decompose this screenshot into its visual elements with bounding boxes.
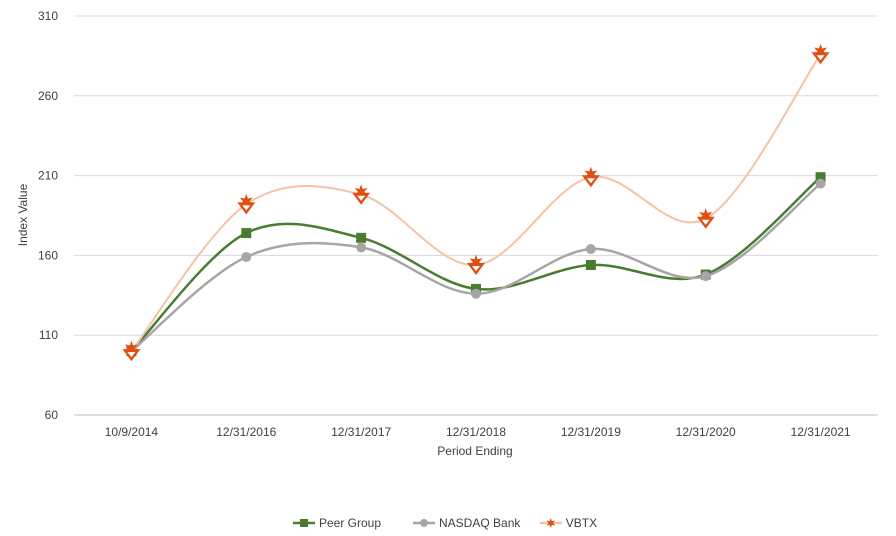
marker-point [815,178,826,189]
marker-point [811,43,830,65]
marker-point [122,340,141,362]
y-tick-label: 60 [45,408,59,422]
marker-point [352,184,371,205]
series-group [122,43,830,362]
marker-point [237,193,256,215]
y-axis-label: Index Value [16,183,30,246]
legend-marker [546,518,556,528]
marker-point [585,244,596,255]
legend-label: Peer Group [319,516,381,530]
marker-point [700,271,711,282]
legend-marker [420,519,428,527]
marker-point [241,251,252,262]
series-line [130,53,822,352]
y-tick-label: 210 [38,169,58,183]
legend-marker [300,519,308,527]
legend-item: VBTX [539,516,597,530]
marker-point [241,228,252,239]
x-axis-ticks: 10/9/2014 12/31/2016 12/31/2017 12/31/2018 1… [105,425,851,439]
marker-point [581,166,600,188]
marker-point [356,242,367,253]
x-axis-label: Period Ending [437,444,512,458]
x-tick-label: 12/31/2016 [216,425,276,439]
legend-item: Peer Group [293,516,381,530]
x-tick-label: 10/9/2014 [105,425,159,439]
marker-point [467,254,485,275]
y-tick-label: 160 [38,248,58,262]
legend-item: NASDAQ Bank [413,516,521,530]
x-tick-label: 12/31/2021 [791,425,851,439]
x-tick-label: 12/31/2019 [561,425,621,439]
series-vbtx [122,43,830,362]
marker-point [815,172,826,183]
marker-point [356,232,367,243]
legend-label: NASDAQ Bank [439,516,521,530]
marker-point [696,208,715,229]
marker-point [585,259,596,270]
x-tick-label: 12/31/2018 [446,425,506,439]
y-tick-label: 110 [39,328,58,342]
y-tick-label: 260 [38,89,58,103]
y-axis-ticks: 60 110 160 210 260 310 [38,9,58,422]
marker-point [471,288,481,299]
legend-label: VBTX [566,516,597,530]
x-tick-label: 12/31/2017 [331,425,391,439]
legend: Peer Group NASDAQ Bank VBTX [293,516,597,530]
x-tick-label: 12/31/2020 [676,425,736,439]
y-tick-label: 310 [38,9,58,23]
